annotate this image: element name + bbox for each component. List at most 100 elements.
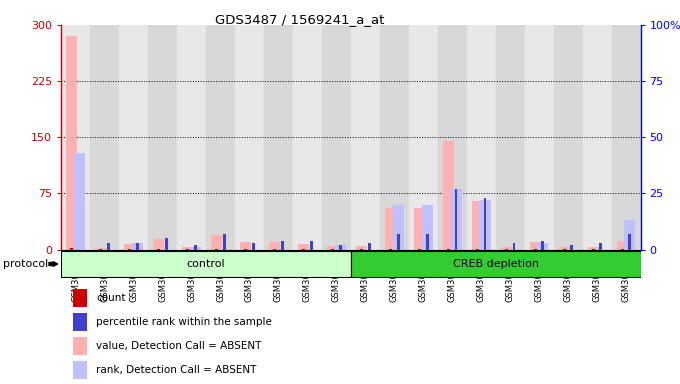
- Bar: [525, 25, 554, 250]
- Bar: [360, 249, 363, 250]
- Bar: [571, 245, 573, 250]
- Text: value, Detection Call = ABSENT: value, Detection Call = ABSENT: [96, 341, 261, 351]
- Bar: [368, 243, 371, 250]
- Bar: [235, 25, 264, 250]
- Bar: [186, 249, 189, 250]
- Bar: [541, 241, 545, 250]
- Bar: [73, 337, 87, 355]
- Bar: [67, 36, 78, 250]
- Bar: [501, 247, 512, 250]
- Bar: [194, 245, 197, 250]
- Text: control: control: [187, 259, 225, 269]
- Bar: [327, 246, 338, 250]
- Bar: [119, 25, 148, 250]
- FancyBboxPatch shape: [351, 251, 641, 277]
- Bar: [472, 201, 483, 250]
- Bar: [422, 205, 432, 250]
- Text: rank, Detection Call = ABSENT: rank, Detection Call = ABSENT: [96, 365, 256, 375]
- Bar: [624, 220, 635, 250]
- Bar: [600, 243, 602, 250]
- Bar: [273, 249, 276, 250]
- Bar: [129, 249, 131, 250]
- Text: protocol: protocol: [3, 259, 49, 269]
- Bar: [451, 189, 462, 250]
- Bar: [244, 249, 247, 250]
- Bar: [264, 25, 293, 250]
- Bar: [534, 249, 537, 250]
- Text: CREB depletion: CREB depletion: [453, 259, 539, 269]
- Bar: [588, 247, 599, 250]
- Bar: [426, 234, 428, 250]
- Bar: [322, 25, 351, 250]
- Bar: [455, 189, 458, 250]
- Bar: [281, 241, 284, 250]
- Bar: [136, 243, 139, 250]
- Bar: [165, 238, 168, 250]
- Bar: [223, 234, 226, 250]
- Bar: [611, 25, 641, 250]
- Bar: [392, 205, 404, 250]
- Bar: [335, 245, 345, 250]
- Bar: [396, 234, 400, 250]
- Bar: [153, 239, 165, 250]
- Bar: [483, 198, 486, 250]
- Bar: [505, 249, 508, 250]
- Text: GDS3487 / 1569241_a_at: GDS3487 / 1569241_a_at: [214, 13, 384, 26]
- Bar: [351, 25, 380, 250]
- Bar: [269, 242, 280, 250]
- Bar: [385, 209, 396, 250]
- Bar: [107, 243, 110, 250]
- Bar: [177, 25, 206, 250]
- Bar: [389, 249, 392, 250]
- Bar: [621, 249, 624, 250]
- Bar: [476, 249, 479, 250]
- Bar: [157, 249, 160, 250]
- Bar: [206, 25, 235, 250]
- Bar: [418, 249, 421, 250]
- Bar: [513, 243, 515, 250]
- Bar: [530, 242, 541, 250]
- Bar: [356, 246, 367, 250]
- Bar: [628, 234, 631, 250]
- Bar: [293, 25, 322, 250]
- Bar: [95, 248, 106, 250]
- Text: percentile rank within the sample: percentile rank within the sample: [96, 317, 272, 327]
- Bar: [99, 249, 102, 250]
- Bar: [380, 25, 409, 250]
- Bar: [182, 247, 193, 250]
- Bar: [554, 25, 583, 250]
- FancyBboxPatch shape: [61, 251, 351, 277]
- Bar: [74, 153, 85, 250]
- Bar: [148, 25, 177, 250]
- Bar: [124, 243, 135, 250]
- Bar: [73, 361, 87, 379]
- Bar: [443, 141, 454, 250]
- Bar: [240, 242, 251, 250]
- Bar: [216, 249, 218, 250]
- Bar: [447, 249, 450, 250]
- Bar: [466, 25, 496, 250]
- Bar: [496, 25, 525, 250]
- Bar: [132, 243, 143, 250]
- Bar: [90, 25, 119, 250]
- Bar: [414, 209, 425, 250]
- Bar: [73, 289, 87, 307]
- Bar: [298, 243, 309, 250]
- Bar: [559, 247, 570, 250]
- Bar: [409, 25, 438, 250]
- Bar: [71, 248, 73, 250]
- Bar: [73, 313, 87, 331]
- Text: count: count: [96, 293, 126, 303]
- Bar: [592, 249, 595, 250]
- Bar: [583, 25, 611, 250]
- Bar: [339, 245, 341, 250]
- Bar: [302, 249, 305, 250]
- Bar: [438, 25, 466, 250]
- Bar: [211, 235, 222, 250]
- Bar: [252, 243, 255, 250]
- Bar: [331, 249, 334, 250]
- Bar: [617, 241, 628, 250]
- Bar: [190, 247, 201, 250]
- Bar: [563, 249, 566, 250]
- Bar: [537, 243, 549, 250]
